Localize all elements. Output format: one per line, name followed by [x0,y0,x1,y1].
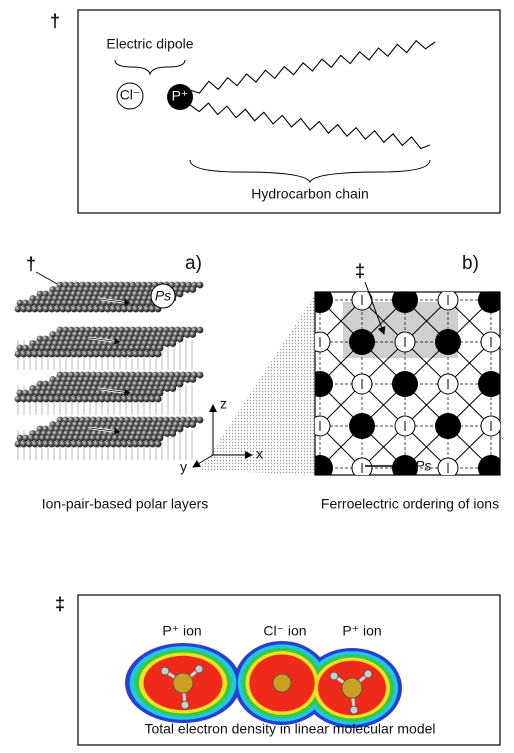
cation [392,287,418,313]
atom [342,678,362,698]
dagger: † [26,254,36,274]
sphere [189,331,196,338]
chains [190,41,435,149]
sphere [169,340,176,347]
chain [190,103,430,148]
sphere [189,286,196,293]
sphere [157,390,164,397]
anion-label: Cl⁻ [120,87,141,103]
cation [435,413,461,439]
sphere [177,291,184,298]
density-map [125,641,402,728]
panel-bottom: ‡ P⁺ ion Cl⁻ ion P⁺ ion Total electron d… [55,594,500,745]
ion-label: P⁺ ion [342,623,381,639]
panel-top: † Electric dipole Cl⁻ P⁺ Hydrocarbon cha… [50,10,500,213]
sphere [155,441,162,448]
axis-z: z [220,396,227,412]
caption-a: Ion-pair-based polar layers [42,496,209,512]
caption: Total electron density in linear molecul… [144,721,435,737]
figure: † Electric dipole Cl⁻ P⁺ Hydrocarbon cha… [0,0,514,753]
atom [181,701,189,709]
sphere [189,376,196,383]
axis-x: x [256,446,263,462]
cation [392,371,418,397]
sphere [169,385,176,392]
polarization-b: Ps [415,458,431,474]
sphere [169,430,176,437]
atom [161,667,169,675]
brace [115,60,185,74]
chain [190,41,435,93]
label-a: a) [185,253,202,274]
ion-label: P⁺ ion [162,623,201,639]
sphere [197,282,204,289]
cation [349,329,375,355]
sphere [189,421,196,428]
sphere [177,336,184,343]
atom [173,673,193,693]
sphere [155,351,162,358]
label-b: b) [462,253,479,274]
sphere [197,417,204,424]
sphere [197,327,204,334]
chain-label: Hydrocarbon chain [251,186,369,202]
dipole-label: Electric dipole [106,36,193,52]
panel-middle: † a) b) Ps z x y ‡ Ps Ion-pair-based pol… [15,253,504,512]
atom [364,670,372,678]
sphere [155,396,162,403]
sphere [157,345,164,352]
sphere [157,435,164,442]
polarization-a: Ps [155,288,171,304]
sphere [177,381,184,388]
ion-label: Cl⁻ ion [263,623,306,639]
atom [195,665,203,673]
atom [273,674,291,692]
sphere [197,372,204,379]
brace [190,160,430,182]
cation [349,413,375,439]
double-dagger: ‡ [355,261,365,281]
layer-stack [15,282,204,460]
atom [330,672,338,680]
sphere [177,426,184,433]
axis-y: y [180,459,187,475]
cation-label: P⁺ [172,88,189,104]
atom [350,706,358,714]
caption-b: Ferroelectric ordering of ions [321,496,499,512]
double-dagger: ‡ [55,594,65,614]
cation [435,329,461,355]
dagger: † [50,11,60,31]
